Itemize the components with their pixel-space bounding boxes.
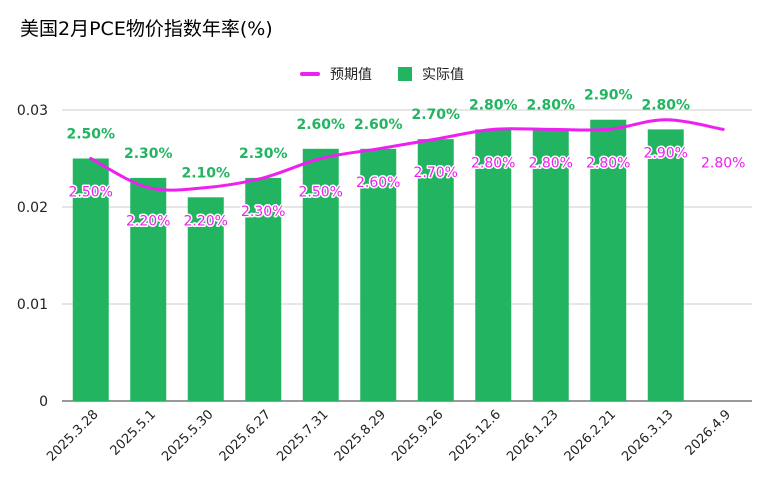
data-label-forecast: 2.20% [184,214,228,230]
chart-title: 美国2月PCE物价指数年率(%) [20,18,273,40]
data-label-forecast: 2.50% [69,185,113,201]
y-tick-label: 0.02 [17,200,48,216]
data-label-actual: 2.10% [181,165,230,181]
data-label-forecast: 2.80% [586,155,630,171]
data-label-actual: 2.70% [411,107,460,123]
bar-actual [532,129,569,401]
bar-actual [245,177,282,401]
data-label-actual: 2.30% [239,146,288,162]
x-tick-label: 2025.8.29 [332,407,389,464]
data-label-forecast: 2.70% [414,165,458,181]
bar-layer [72,119,684,401]
legend-actual-swatch [398,67,412,81]
x-tick-label: 2026.3.13 [619,407,676,464]
bar-actual [647,129,684,401]
x-tick-label: 2025.9.26 [389,407,446,464]
data-label-actual: 2.90% [584,88,633,104]
data-label-actual: 2.80% [641,97,690,113]
x-tick-label: 2025.12.6 [447,407,504,464]
x-tick-label: 2026.1.23 [504,407,561,464]
y-tick-label: 0.01 [17,297,48,313]
data-label-forecast: 2.30% [241,204,285,220]
bar-actual [187,197,224,401]
x-tick-label: 2025.5.1 [108,407,160,459]
x-tick-label: 2025.5.30 [159,407,216,464]
y-tick-label: 0.03 [17,103,48,119]
legend-item-forecast: 预期值 [300,64,372,84]
x-tick-label: 2025.7.31 [274,407,331,464]
x-tick-label: 2026.2.21 [562,407,619,464]
x-tick-label: 2026.4.9 [683,407,735,459]
label-layer: 2.50% 2.30% 2.10% 2.30% 2.60% 2.60% 2.70% 2.80%… [66,88,747,231]
data-label-forecast: 2.90% [644,146,688,162]
bar-actual [302,148,339,401]
data-label-actual: 2.50% [66,127,115,143]
bar-actual [130,177,167,401]
data-label-forecast: 2.80% [701,155,745,171]
legend-actual-label: 实际值 [422,67,464,83]
data-label-forecast: 2.60% [356,175,400,191]
data-label-forecast: 2.50% [299,185,343,201]
data-label-actual: 2.60% [354,117,403,133]
bar-actual [417,139,454,401]
x-tick-label: 2025.6.27 [217,407,274,464]
legend: 预期值 实际值 [300,64,490,84]
forecast-line [89,118,725,192]
legend-forecast-swatch [300,72,320,76]
data-label-actual: 2.60% [296,117,345,133]
bar-actual [475,129,512,401]
bar-actual [590,119,627,401]
line-layer [89,118,725,192]
data-label-forecast: 2.80% [529,155,573,171]
legend-forecast-label: 预期值 [330,67,372,83]
data-label-actual: 2.30% [124,146,173,162]
data-label-forecast: 2.20% [126,214,170,230]
legend-item-actual: 实际值 [398,64,464,84]
bar-actual [360,148,397,401]
data-label-forecast: 2.80% [471,155,515,171]
y-tick-label: 0 [39,394,48,410]
bar-actual [72,158,109,401]
data-label-actual: 2.80% [469,97,518,113]
x-tick-label: 2025.3.28 [44,407,101,464]
grid-layer [62,109,752,402]
data-label-actual: 2.80% [526,97,575,113]
